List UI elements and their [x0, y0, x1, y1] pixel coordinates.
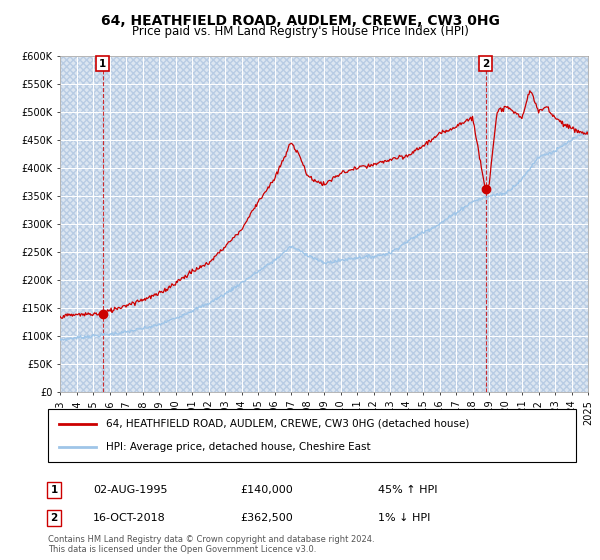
Text: £140,000: £140,000	[240, 485, 293, 495]
Text: 2: 2	[482, 59, 489, 69]
Text: 1: 1	[50, 485, 58, 495]
Text: 16-OCT-2018: 16-OCT-2018	[93, 513, 166, 523]
Text: HPI: Average price, detached house, Cheshire East: HPI: Average price, detached house, Ches…	[106, 442, 371, 452]
Text: Contains HM Land Registry data © Crown copyright and database right 2024.
This d: Contains HM Land Registry data © Crown c…	[48, 535, 374, 554]
Text: £362,500: £362,500	[240, 513, 293, 523]
Text: 64, HEATHFIELD ROAD, AUDLEM, CREWE, CW3 0HG: 64, HEATHFIELD ROAD, AUDLEM, CREWE, CW3 …	[101, 14, 499, 28]
Text: 45% ↑ HPI: 45% ↑ HPI	[378, 485, 437, 495]
Text: 02-AUG-1995: 02-AUG-1995	[93, 485, 167, 495]
Text: 1: 1	[99, 59, 106, 69]
Text: 2: 2	[50, 513, 58, 523]
Text: Price paid vs. HM Land Registry's House Price Index (HPI): Price paid vs. HM Land Registry's House …	[131, 25, 469, 38]
Text: 64, HEATHFIELD ROAD, AUDLEM, CREWE, CW3 0HG (detached house): 64, HEATHFIELD ROAD, AUDLEM, CREWE, CW3 …	[106, 419, 469, 429]
Text: 1% ↓ HPI: 1% ↓ HPI	[378, 513, 430, 523]
